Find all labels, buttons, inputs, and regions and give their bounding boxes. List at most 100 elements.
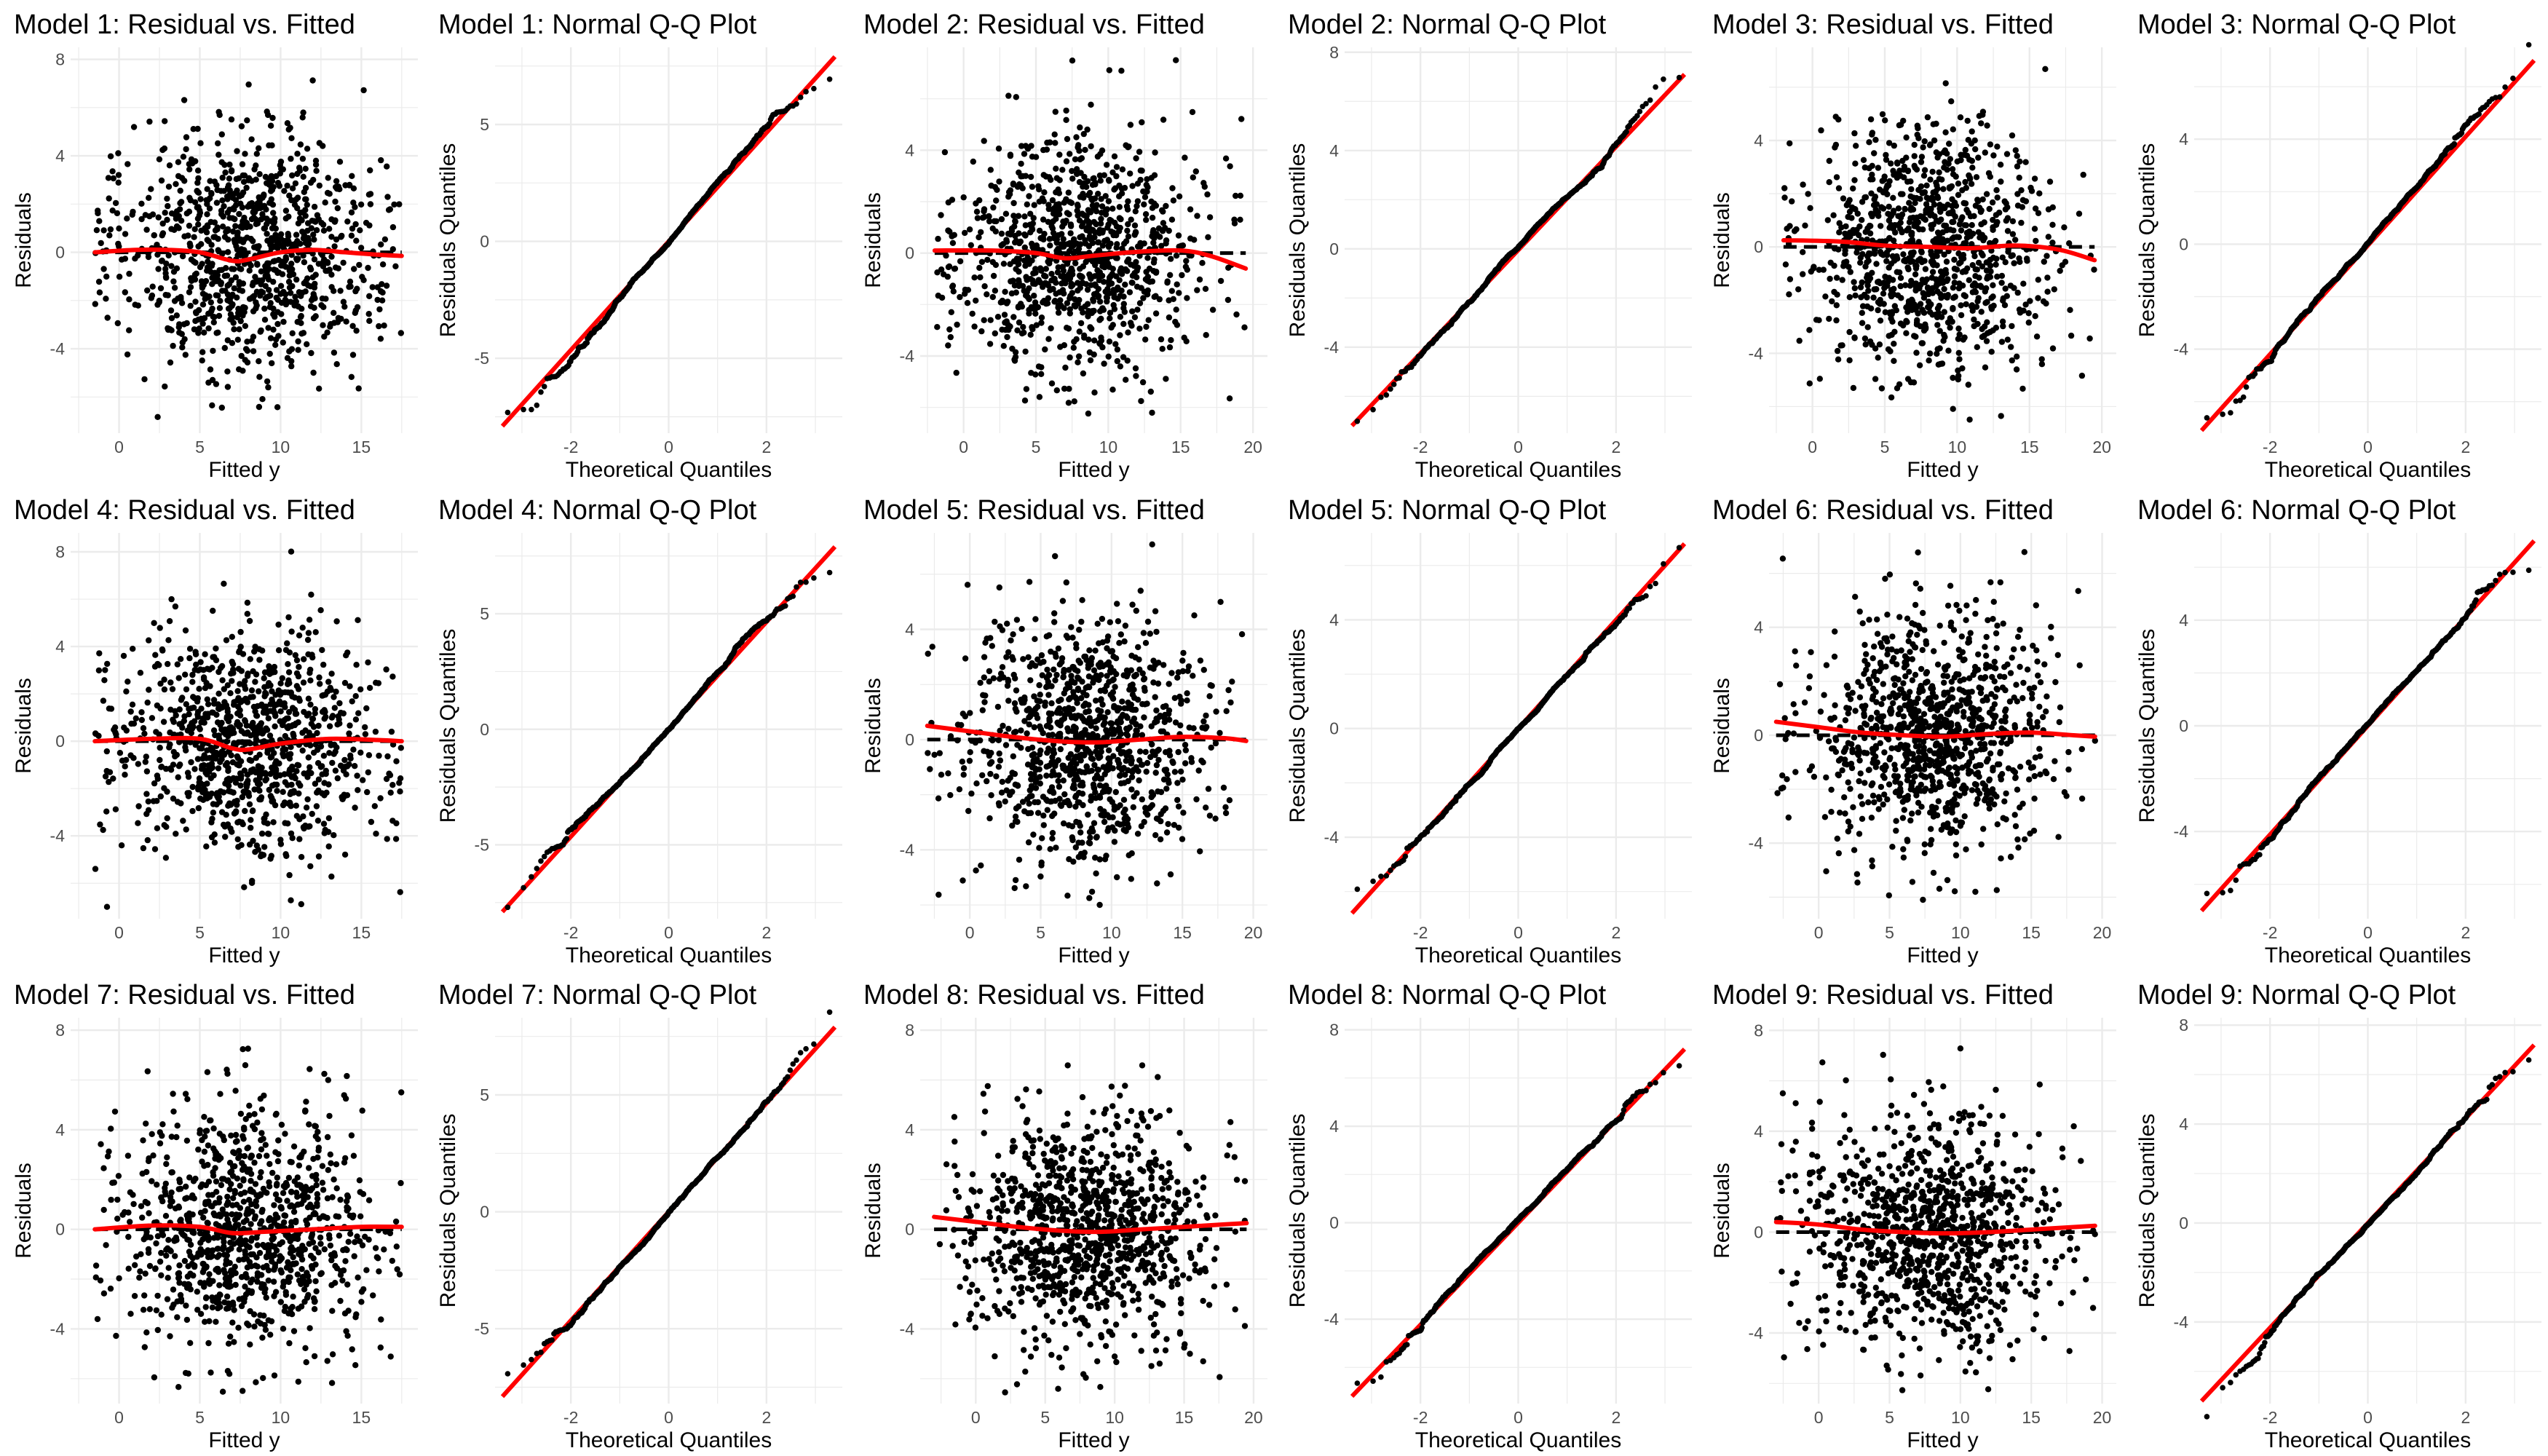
data-point xyxy=(228,116,235,123)
data-point xyxy=(1911,153,1918,159)
data-point xyxy=(1869,162,1876,169)
data-point xyxy=(264,221,270,227)
data-point xyxy=(1786,291,1792,298)
data-point xyxy=(159,232,165,239)
data-point xyxy=(234,187,240,194)
data-point xyxy=(1871,150,1878,157)
data-point xyxy=(1805,191,1812,197)
scatter-points xyxy=(1354,74,1682,424)
data-point xyxy=(333,236,340,243)
data-point xyxy=(992,183,998,191)
data-point xyxy=(1088,325,1095,332)
data-point xyxy=(1075,144,1081,151)
data-point xyxy=(1227,163,1233,170)
data-point xyxy=(1081,146,1088,154)
data-point xyxy=(264,108,270,115)
data-point xyxy=(1095,239,1101,245)
data-point xyxy=(187,242,194,249)
data-point xyxy=(1881,285,1888,291)
data-point xyxy=(1065,400,1072,406)
data-point xyxy=(135,302,141,309)
data-point xyxy=(242,151,248,157)
data-point xyxy=(1873,261,1880,267)
data-point xyxy=(1121,281,1128,288)
data-point xyxy=(212,234,218,240)
data-point xyxy=(1787,276,1794,282)
data-point xyxy=(1018,160,1024,167)
data-point xyxy=(1986,170,1993,177)
data-point xyxy=(1167,337,1174,344)
data-point xyxy=(1142,216,1150,223)
data-point xyxy=(302,288,309,295)
data-point xyxy=(1166,227,1172,234)
data-point xyxy=(1204,234,1211,240)
data-point xyxy=(214,186,221,194)
data-point xyxy=(1151,293,1158,300)
data-point xyxy=(2000,297,2006,304)
data-point xyxy=(215,140,221,147)
data-point xyxy=(1867,230,1874,237)
data-point xyxy=(298,331,305,337)
data-point xyxy=(351,266,357,272)
data-point xyxy=(1022,348,1029,355)
data-point xyxy=(1944,258,1950,265)
data-point xyxy=(971,323,978,330)
data-point xyxy=(207,178,213,184)
data-point xyxy=(1151,172,1158,178)
data-point xyxy=(396,201,403,207)
data-point xyxy=(803,89,810,95)
data-point xyxy=(1934,350,1940,357)
data-point xyxy=(379,297,386,304)
data-point xyxy=(1040,272,1048,279)
data-point xyxy=(1800,271,1806,277)
data-point xyxy=(320,143,326,149)
data-point xyxy=(211,178,218,185)
data-point xyxy=(1888,291,1894,298)
data-point xyxy=(1011,232,1018,240)
data-point xyxy=(109,168,116,175)
data-point xyxy=(1820,266,1827,273)
data-point xyxy=(240,304,247,311)
data-point xyxy=(1013,256,1020,262)
data-point xyxy=(1032,299,1038,306)
data-point xyxy=(1091,261,1099,269)
data-point xyxy=(1021,151,1027,157)
data-point xyxy=(1069,290,1075,296)
data-point xyxy=(811,85,818,92)
data-point xyxy=(1070,250,1077,256)
data-point xyxy=(336,159,344,165)
data-point xyxy=(2014,191,2021,197)
data-point xyxy=(957,258,963,265)
data-point xyxy=(1909,237,1916,243)
data-point xyxy=(376,323,382,330)
data-point xyxy=(964,300,970,306)
data-point xyxy=(1110,301,1117,309)
data-point xyxy=(1159,208,1166,215)
data-point xyxy=(1132,258,1139,266)
data-point xyxy=(992,228,999,235)
data-point xyxy=(1990,226,1997,233)
data-point xyxy=(187,284,194,290)
data-point xyxy=(1022,222,1029,229)
data-point xyxy=(1832,144,1838,151)
data-point xyxy=(1836,220,1843,226)
qq-plot-panel: -2 0 2 -5 0 5 Model 1: Normal Q-Q Plot Theoreti… xyxy=(426,0,848,485)
data-point xyxy=(110,175,116,182)
data-point xyxy=(312,280,318,288)
data-point xyxy=(1842,230,1848,237)
data-point xyxy=(1977,234,1983,241)
data-point xyxy=(1133,306,1141,313)
data-point xyxy=(199,285,206,291)
data-point xyxy=(1890,167,1897,174)
data-point xyxy=(1105,353,1112,360)
data-point xyxy=(349,173,355,179)
data-point xyxy=(1923,182,1931,189)
data-point xyxy=(304,220,312,226)
data-point xyxy=(1949,196,1956,202)
data-point xyxy=(1869,131,1875,138)
data-point xyxy=(933,269,941,276)
data-point xyxy=(2027,298,2033,304)
data-point xyxy=(296,165,303,171)
data-point xyxy=(1958,227,1965,234)
data-point xyxy=(1935,229,1942,236)
